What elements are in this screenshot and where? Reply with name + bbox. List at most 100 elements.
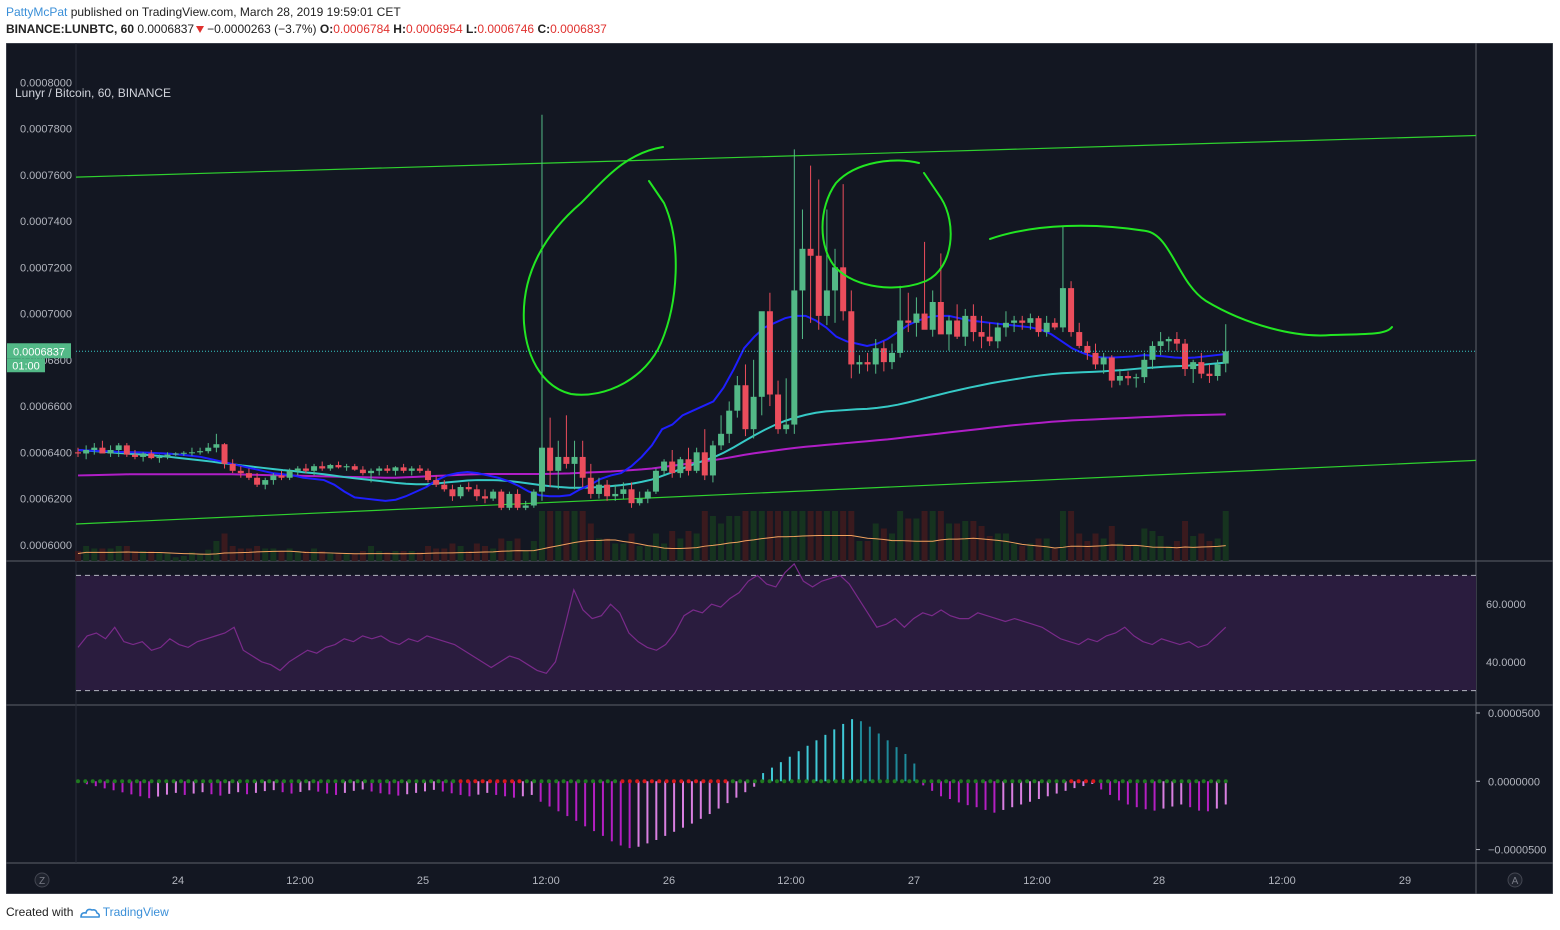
squeeze-dot bbox=[1106, 779, 1111, 784]
squeeze-dot bbox=[583, 779, 588, 784]
candle-body bbox=[327, 465, 334, 469]
candle-body bbox=[1214, 364, 1221, 376]
price-tick-label: 0.0006400 bbox=[20, 447, 72, 459]
candle-body bbox=[506, 493, 513, 508]
candle-body bbox=[75, 452, 81, 454]
squeeze-dot bbox=[193, 779, 198, 784]
oscillator-pane[interactable] bbox=[76, 719, 1228, 849]
volume-bar bbox=[937, 511, 944, 561]
squeeze-dot bbox=[885, 779, 890, 784]
candle-body bbox=[587, 477, 594, 494]
squeeze-dot bbox=[907, 779, 912, 784]
candle-body bbox=[929, 302, 936, 330]
candle-body bbox=[522, 505, 529, 508]
high-value: 0.0006954 bbox=[405, 22, 463, 36]
volume-bar bbox=[1222, 511, 1229, 561]
squeeze-dot bbox=[627, 779, 632, 784]
candle-body bbox=[319, 466, 326, 469]
candle-body bbox=[571, 456, 578, 464]
squeeze-dot bbox=[760, 779, 765, 784]
candle-body bbox=[229, 463, 236, 471]
candle-body bbox=[99, 447, 106, 454]
squeeze-dot bbox=[914, 779, 919, 784]
squeeze-dot bbox=[443, 779, 448, 784]
price-tick-label: 0.0006200 bbox=[20, 494, 72, 506]
squeeze-dot bbox=[171, 779, 176, 784]
candle-body bbox=[286, 470, 293, 478]
volume-bar bbox=[1173, 541, 1180, 561]
volume-bar bbox=[416, 552, 423, 561]
right-corner-button[interactable]: A bbox=[1507, 872, 1523, 888]
ma-long-line bbox=[77, 413, 1226, 479]
squeeze-dot bbox=[554, 779, 559, 784]
candle-body bbox=[945, 320, 952, 335]
volume-bar bbox=[921, 511, 928, 561]
volume-bar bbox=[571, 511, 578, 561]
author-link[interactable]: PattyMcPat bbox=[6, 5, 68, 19]
left-corner-button[interactable]: Z bbox=[34, 872, 50, 888]
squeeze-dot bbox=[230, 779, 235, 784]
squeeze-dot bbox=[855, 779, 860, 784]
candle-body bbox=[368, 470, 375, 474]
volume-bar bbox=[335, 553, 342, 561]
volume-bar bbox=[986, 536, 993, 561]
squeeze-dot bbox=[642, 779, 647, 784]
squeeze-dot bbox=[1025, 779, 1030, 784]
squeeze-dot bbox=[951, 779, 956, 784]
candle-body bbox=[840, 267, 847, 312]
rsi-pane[interactable] bbox=[76, 562, 1476, 692]
candle-body bbox=[449, 489, 456, 497]
countdown-box bbox=[7, 358, 45, 373]
squeeze-dot bbox=[1083, 779, 1088, 784]
price-tick-label: 0.0007400 bbox=[20, 216, 72, 228]
squeeze-dot bbox=[1113, 779, 1118, 784]
squeeze-dot bbox=[1032, 779, 1037, 784]
candle-body bbox=[530, 491, 537, 506]
volume-bar bbox=[131, 551, 138, 561]
squeeze-dot bbox=[694, 779, 699, 784]
chart-legend: Lunyr / Bitcoin, 60, BINANCE bbox=[15, 86, 171, 100]
candle-body bbox=[1027, 318, 1034, 323]
candle-body bbox=[221, 444, 228, 464]
squeeze-dot bbox=[811, 779, 816, 784]
candle-body bbox=[335, 465, 342, 468]
squeeze-dot bbox=[591, 779, 596, 784]
price-tick-label: 0.0008000 bbox=[20, 77, 72, 89]
candle-body bbox=[889, 352, 895, 363]
squeeze-dot bbox=[362, 779, 367, 784]
candle-body bbox=[400, 467, 407, 471]
squeeze-dot bbox=[701, 779, 706, 784]
squeeze-dot bbox=[407, 779, 412, 784]
squeeze-dot bbox=[988, 779, 993, 784]
candle-body bbox=[1190, 362, 1197, 370]
countdown-value: 01:00 bbox=[12, 360, 40, 372]
candle-body bbox=[237, 470, 244, 474]
candle-body bbox=[164, 454, 171, 457]
volume-bar bbox=[262, 548, 269, 561]
footer: Created with TradingView bbox=[6, 905, 169, 919]
candle-body bbox=[465, 487, 472, 490]
candle-body bbox=[1002, 322, 1009, 328]
squeeze-dot bbox=[326, 779, 331, 784]
candle-body bbox=[1051, 322, 1058, 328]
candle-body bbox=[123, 445, 130, 455]
ema-fast-line bbox=[77, 314, 1226, 502]
candle-body bbox=[555, 456, 562, 471]
volume-bar bbox=[766, 511, 773, 561]
squeeze-dot bbox=[495, 779, 500, 784]
volume-bar bbox=[1076, 533, 1083, 561]
tradingview-brand[interactable]: TradingView bbox=[102, 905, 169, 919]
volume-bar bbox=[579, 511, 586, 561]
squeeze-dot bbox=[1061, 779, 1066, 784]
volume-bar bbox=[392, 551, 399, 561]
chart-canvas[interactable]: Lunyr / Bitcoin, 60, BINANCE 0.0008000 0.… bbox=[6, 43, 1553, 894]
volume-bar bbox=[237, 548, 244, 561]
time-tick-label: 28 bbox=[1153, 875, 1165, 887]
volume-bar bbox=[791, 511, 798, 561]
candle-body bbox=[775, 394, 782, 430]
time-tick-label: 27 bbox=[908, 875, 920, 887]
price-pane[interactable] bbox=[75, 114, 1477, 561]
candle-body bbox=[351, 466, 358, 470]
squeeze-dot bbox=[767, 779, 772, 784]
time-tick-label: 26 bbox=[663, 875, 675, 887]
